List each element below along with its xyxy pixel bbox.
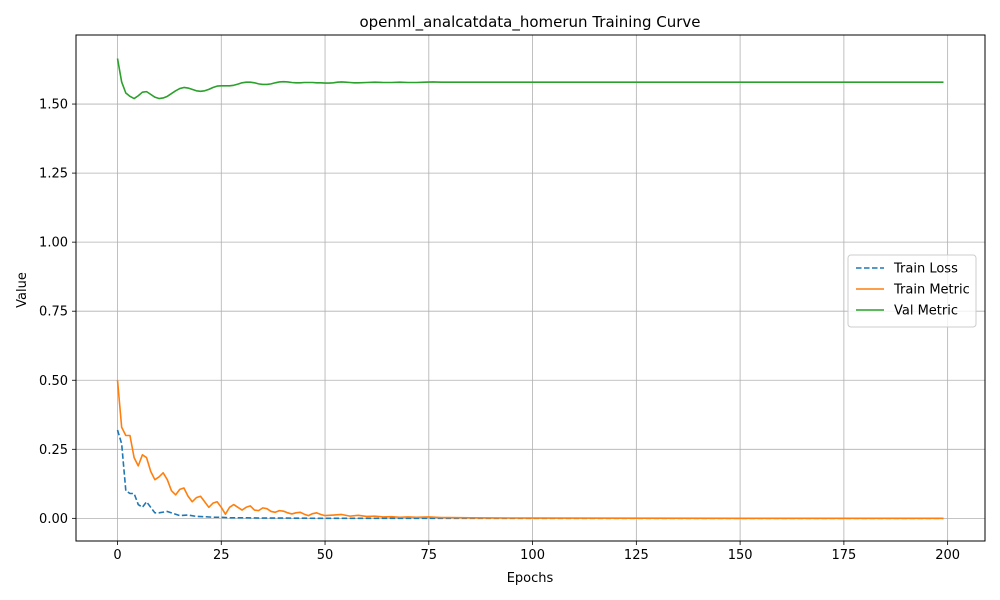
y-axis-ticks: 0.00 0.25 0.50 0.75 1.00 1.25 1.50	[39, 98, 76, 527]
x-tick-label: 125	[624, 548, 649, 563]
series-line-train-metric	[116, 380, 944, 520]
x-tick-label: 25	[213, 548, 230, 563]
y-tick-label: 0.25	[39, 443, 68, 458]
legend-label: Train Metric	[893, 283, 970, 298]
y-tick-label: 0.75	[39, 305, 68, 320]
legend: Train Loss Train Metric Val Metric	[847, 254, 977, 328]
chart-title: openml_analcatdata_homerun Training Curv…	[359, 13, 700, 32]
series-line-train-loss	[116, 429, 944, 520]
axes-frame	[75, 34, 986, 542]
x-tick-label: 200	[935, 548, 960, 563]
legend-box	[847, 254, 977, 328]
y-tick-label: 0.50	[39, 374, 68, 389]
series-line-val-metric	[116, 58, 944, 100]
y-tick-label: 1.25	[39, 167, 68, 182]
x-axis-ticks: 0 25 50 75 100 125 150 175 200	[113, 541, 960, 563]
y-tick-label: 1.50	[39, 98, 68, 113]
x-tick-label: 50	[317, 548, 334, 563]
y-tick-label: 1.00	[39, 236, 68, 251]
x-axis-label: Epochs	[507, 571, 554, 586]
y-axis-label: Value	[15, 272, 30, 308]
plot-series	[116, 58, 944, 520]
x-tick-label: 100	[520, 548, 545, 563]
x-tick-label: 0	[113, 548, 121, 563]
legend-label: Val Metric	[894, 304, 958, 319]
x-tick-label: 175	[831, 548, 856, 563]
x-tick-label: 150	[728, 548, 753, 563]
legend-label: Train Loss	[893, 262, 958, 277]
y-tick-label: 0.00	[39, 512, 68, 527]
x-tick-label: 75	[421, 548, 438, 563]
